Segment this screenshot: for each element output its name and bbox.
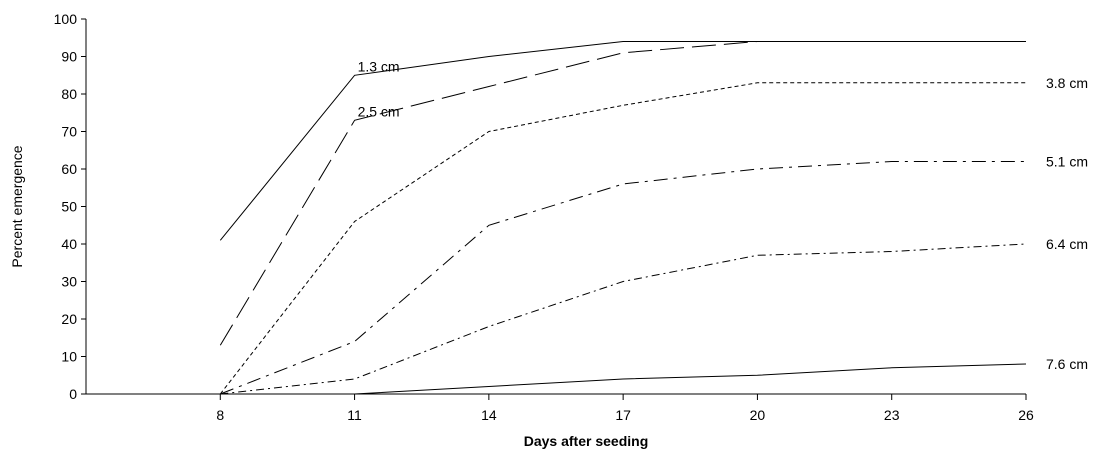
axes	[85, 19, 1026, 395]
series-line-5-1-cm	[220, 161, 1026, 395]
y-tick-label: 20	[61, 311, 77, 327]
y-tick-label: 90	[61, 49, 77, 65]
x-tick-label: 8	[216, 407, 224, 423]
x-axis-title: Days after seeding	[524, 433, 649, 449]
x-tick-label: 23	[884, 407, 900, 423]
series-labels: 1.3 cm 2.5 cm 3.8 cm 5.1 cm 6.4 cm 7.6 cm	[358, 58, 1088, 372]
y-tick-label: 50	[61, 199, 77, 215]
series-label: 7.6 cm	[1046, 356, 1088, 372]
y-axis-title: Percent emergence	[9, 145, 25, 267]
y-ticks: 0 10 20 30 40 50 60 70 80 90 100	[54, 11, 86, 402]
x-tick-label: 14	[481, 407, 497, 423]
series-label: 6.4 cm	[1046, 236, 1088, 252]
y-tick-label: 10	[61, 349, 77, 365]
x-tick-label: 11	[347, 407, 362, 423]
series-label: 2.5 cm	[358, 103, 400, 119]
x-tick-label: 17	[615, 407, 631, 423]
series-line-7-6-cm	[220, 363, 1027, 395]
y-tick-label: 70	[61, 124, 77, 140]
y-tick-label: 0	[69, 386, 77, 402]
series-label: 5.1 cm	[1046, 154, 1088, 170]
x-tick-label: 20	[750, 407, 766, 423]
x-ticks: 8 11 14 17 20 23 26	[216, 394, 1034, 423]
series-line-2-5-cm	[219, 41, 1026, 346]
series-label: 3.8 cm	[1046, 75, 1088, 91]
y-tick-label: 80	[61, 86, 77, 102]
x-tick-label: 26	[1018, 407, 1034, 423]
y-tick-label: 60	[61, 161, 77, 177]
series-line-6-4-cm	[220, 243, 1027, 395]
series-label: 1.3 cm	[358, 58, 400, 74]
y-tick-label: 40	[61, 236, 77, 252]
y-tick-label: 100	[54, 11, 78, 27]
series-line-3-8-cm	[219, 82, 1026, 395]
series-lines	[219, 41, 1027, 395]
y-tick-label: 30	[61, 274, 77, 290]
series-line-1-3-cm	[219, 41, 1026, 241]
